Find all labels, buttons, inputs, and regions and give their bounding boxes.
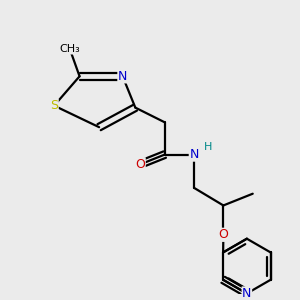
Text: O: O (218, 228, 228, 241)
Text: H: H (203, 142, 212, 152)
Text: N: N (242, 287, 251, 300)
Text: O: O (135, 158, 145, 171)
Text: N: N (118, 70, 127, 83)
Text: S: S (50, 99, 58, 112)
Text: N: N (189, 148, 199, 161)
Text: CH₃: CH₃ (59, 44, 80, 54)
